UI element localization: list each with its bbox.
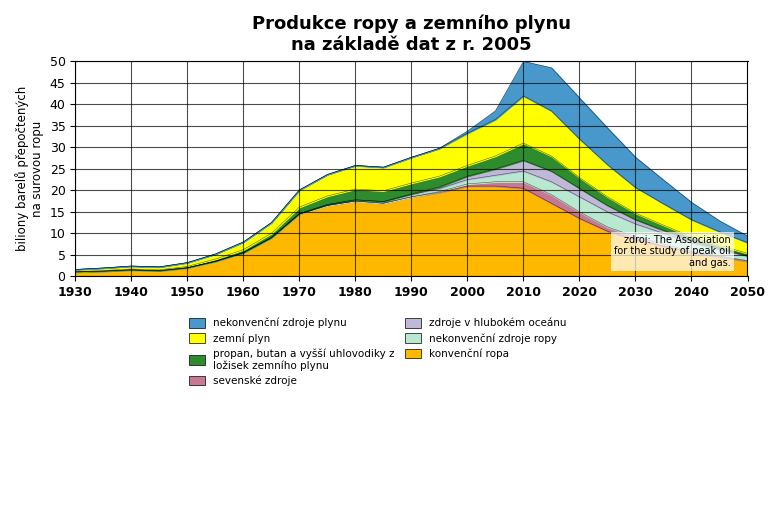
Title: Produkce ropy a zemního plynu
na základě dat z r. 2005: Produkce ropy a zemního plynu na základě…: [252, 15, 571, 54]
Text: zdroj: The Association
for the study of peak oil
and gas.: zdroj: The Association for the study of …: [614, 234, 731, 268]
Y-axis label: biliony barelů přepočtených
na surovou ropu: biliony barelů přepočtených na surovou r…: [15, 86, 44, 251]
Legend: nekonvenční zdroje plynu, zemní plyn, propan, butan a vyšší uhlovodiky z
ložisek: nekonvenční zdroje plynu, zemní plyn, pr…: [185, 314, 571, 390]
